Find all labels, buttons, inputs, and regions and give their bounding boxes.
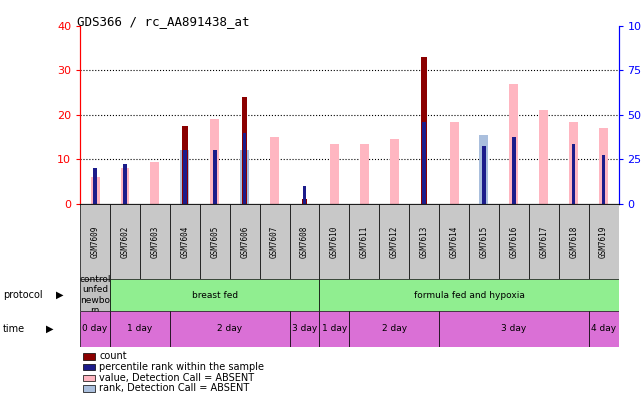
Bar bbox=[270, 137, 279, 204]
FancyBboxPatch shape bbox=[439, 311, 588, 346]
Text: time: time bbox=[3, 324, 26, 334]
Text: breast fed: breast fed bbox=[192, 291, 238, 299]
Text: GSM7612: GSM7612 bbox=[390, 225, 399, 258]
FancyBboxPatch shape bbox=[559, 204, 588, 279]
Text: GSM7616: GSM7616 bbox=[510, 225, 519, 258]
Bar bbox=[602, 155, 605, 204]
Text: GSM7602: GSM7602 bbox=[121, 225, 129, 258]
Text: ▶: ▶ bbox=[56, 290, 63, 300]
FancyBboxPatch shape bbox=[80, 204, 110, 279]
FancyBboxPatch shape bbox=[588, 204, 619, 279]
FancyBboxPatch shape bbox=[349, 311, 439, 346]
FancyBboxPatch shape bbox=[409, 204, 439, 279]
Bar bbox=[182, 126, 188, 204]
Text: 1 day: 1 day bbox=[322, 324, 347, 333]
FancyBboxPatch shape bbox=[80, 279, 110, 311]
FancyBboxPatch shape bbox=[290, 204, 319, 279]
Text: 2 day: 2 day bbox=[217, 324, 242, 333]
Bar bbox=[121, 168, 129, 204]
Text: percentile rank within the sample: percentile rank within the sample bbox=[99, 362, 264, 372]
Text: GSM7619: GSM7619 bbox=[599, 225, 608, 258]
FancyBboxPatch shape bbox=[469, 204, 499, 279]
Text: GSM7614: GSM7614 bbox=[449, 225, 458, 258]
Bar bbox=[302, 200, 307, 204]
Bar bbox=[479, 135, 488, 204]
Text: GSM7610: GSM7610 bbox=[330, 225, 339, 258]
FancyBboxPatch shape bbox=[379, 204, 409, 279]
Text: GSM7607: GSM7607 bbox=[270, 225, 279, 258]
FancyBboxPatch shape bbox=[260, 204, 290, 279]
Text: ▶: ▶ bbox=[46, 324, 54, 334]
Text: GSM7608: GSM7608 bbox=[300, 225, 309, 258]
FancyBboxPatch shape bbox=[200, 204, 229, 279]
FancyBboxPatch shape bbox=[319, 311, 349, 346]
FancyBboxPatch shape bbox=[439, 204, 469, 279]
FancyBboxPatch shape bbox=[529, 204, 559, 279]
Bar bbox=[390, 139, 399, 204]
Bar bbox=[599, 128, 608, 204]
Bar bbox=[123, 164, 127, 204]
Bar bbox=[210, 119, 219, 204]
Text: GSM7615: GSM7615 bbox=[479, 225, 488, 258]
FancyBboxPatch shape bbox=[110, 311, 170, 346]
Text: control
unfed
newbo
rn: control unfed newbo rn bbox=[79, 275, 111, 315]
Text: GSM7604: GSM7604 bbox=[180, 225, 189, 258]
Text: 4 day: 4 day bbox=[591, 324, 616, 333]
Text: rank, Detection Call = ABSENT: rank, Detection Call = ABSENT bbox=[99, 383, 249, 394]
FancyBboxPatch shape bbox=[110, 279, 319, 311]
Bar bbox=[330, 144, 339, 204]
Bar bbox=[512, 137, 515, 204]
Bar bbox=[482, 146, 486, 204]
FancyBboxPatch shape bbox=[170, 204, 200, 279]
Bar bbox=[151, 162, 160, 204]
Bar bbox=[90, 177, 99, 204]
FancyBboxPatch shape bbox=[290, 311, 319, 346]
Text: protocol: protocol bbox=[3, 290, 43, 300]
Text: GSM7606: GSM7606 bbox=[240, 225, 249, 258]
Bar bbox=[213, 150, 217, 204]
Text: GSM7603: GSM7603 bbox=[151, 225, 160, 258]
FancyBboxPatch shape bbox=[229, 204, 260, 279]
Text: formula fed and hypoxia: formula fed and hypoxia bbox=[413, 291, 524, 299]
Bar bbox=[180, 150, 189, 204]
Bar bbox=[183, 150, 187, 204]
Text: GSM7611: GSM7611 bbox=[360, 225, 369, 258]
Bar bbox=[94, 168, 97, 204]
Text: GSM7609: GSM7609 bbox=[90, 225, 99, 258]
Bar bbox=[303, 186, 306, 204]
Bar bbox=[360, 144, 369, 204]
FancyBboxPatch shape bbox=[170, 311, 290, 346]
FancyBboxPatch shape bbox=[140, 204, 170, 279]
Bar bbox=[421, 57, 427, 204]
FancyBboxPatch shape bbox=[349, 204, 379, 279]
Text: value, Detection Call = ABSENT: value, Detection Call = ABSENT bbox=[99, 373, 254, 383]
Bar bbox=[242, 97, 247, 204]
Text: GSM7613: GSM7613 bbox=[420, 225, 429, 258]
FancyBboxPatch shape bbox=[319, 279, 619, 311]
Bar bbox=[572, 144, 576, 204]
Text: 3 day: 3 day bbox=[501, 324, 526, 333]
Bar bbox=[569, 122, 578, 204]
Bar bbox=[449, 122, 458, 204]
FancyBboxPatch shape bbox=[110, 204, 140, 279]
Text: 0 day: 0 day bbox=[83, 324, 108, 333]
FancyBboxPatch shape bbox=[499, 204, 529, 279]
Text: GDS366 / rc_AA891438_at: GDS366 / rc_AA891438_at bbox=[77, 15, 249, 28]
Text: 3 day: 3 day bbox=[292, 324, 317, 333]
Text: 2 day: 2 day bbox=[381, 324, 407, 333]
Text: GSM7605: GSM7605 bbox=[210, 225, 219, 258]
Bar bbox=[243, 133, 246, 204]
Text: 1 day: 1 day bbox=[128, 324, 153, 333]
FancyBboxPatch shape bbox=[319, 204, 349, 279]
FancyBboxPatch shape bbox=[80, 311, 110, 346]
Text: GSM7617: GSM7617 bbox=[539, 225, 548, 258]
FancyBboxPatch shape bbox=[588, 311, 619, 346]
Bar bbox=[422, 122, 426, 204]
Text: count: count bbox=[99, 351, 127, 362]
Bar bbox=[240, 150, 249, 204]
Bar bbox=[539, 110, 548, 204]
Text: GSM7618: GSM7618 bbox=[569, 225, 578, 258]
Bar bbox=[510, 84, 519, 204]
